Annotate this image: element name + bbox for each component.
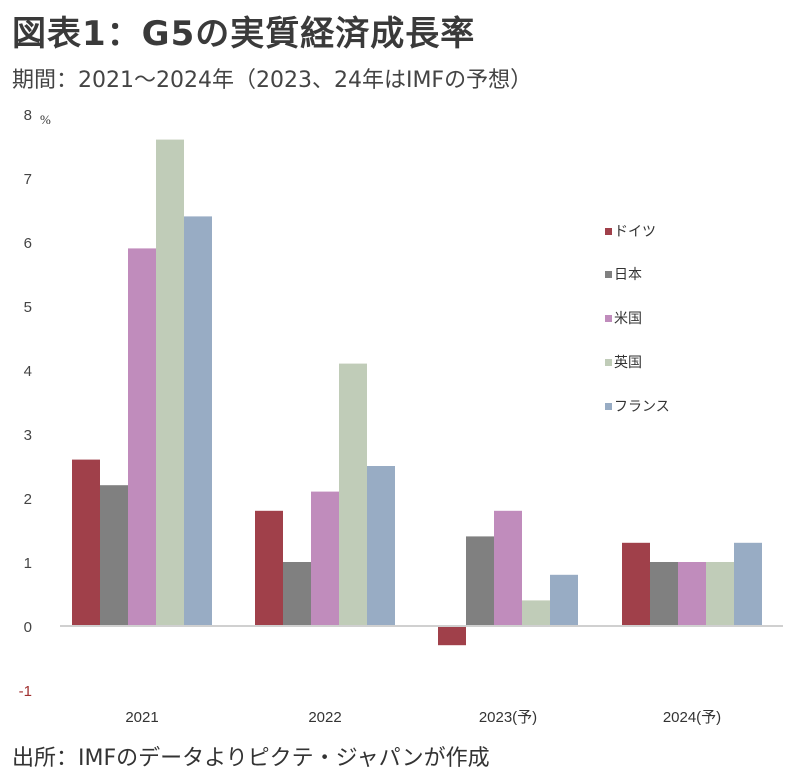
y-unit-label: % — [40, 112, 51, 127]
bar-3-3 — [706, 562, 734, 626]
y-tick-label: 1 — [24, 555, 32, 572]
bar-0-0 — [72, 459, 100, 626]
legend-swatch — [605, 359, 612, 366]
y-tick-label: 3 — [24, 427, 32, 444]
bar-1-3 — [650, 562, 678, 626]
bar-1-1 — [283, 562, 311, 626]
bar-0-2 — [438, 626, 466, 646]
y-tick-label: 8 — [24, 107, 32, 124]
bar-2-0 — [128, 248, 156, 626]
x-tick-label: 2022 — [308, 709, 341, 726]
y-tick-label: 0 — [24, 619, 32, 636]
legend-label: 日本 — [614, 267, 642, 283]
bar-3-0 — [156, 139, 184, 626]
bar-0-1 — [255, 510, 283, 626]
x-tick-label: 2021 — [125, 709, 158, 726]
bar-3-2 — [522, 600, 550, 626]
bar-2-1 — [311, 491, 339, 626]
y-axis: 8 7 6 5 4 3 2 1 0 -1% — [19, 107, 51, 700]
chart-title: 図表1：G5の実質経済成長率 — [12, 14, 476, 54]
legend-label: 英国 — [614, 354, 642, 371]
source-note: 出所：IMFのデータよりピクテ・ジャパンが作成 — [12, 746, 490, 771]
y-tick-label: 5 — [24, 299, 32, 316]
bar-2-2 — [494, 510, 522, 626]
bar-3-1 — [339, 363, 367, 626]
bar-2-3 — [678, 562, 706, 626]
y-tick-label: 7 — [24, 171, 32, 188]
y-tick-label: 4 — [24, 363, 32, 380]
legend-label: ドイツ — [614, 224, 656, 240]
bar-4-3 — [734, 542, 762, 626]
y-tick-label: 6 — [24, 235, 32, 252]
bar-4-0 — [184, 216, 212, 626]
x-tick-label: 2024(予) — [663, 709, 721, 726]
legend-swatch — [605, 228, 612, 235]
bar-1-0 — [100, 485, 128, 626]
bars — [72, 139, 762, 646]
bar-1-2 — [466, 536, 494, 626]
y-tick-label: -1 — [19, 683, 32, 700]
bar-4-2 — [550, 574, 578, 626]
chart-subtitle: 期間：2021～2024年（2023、24年はIMFの予想） — [12, 68, 533, 93]
y-tick-label: 2 — [24, 491, 32, 508]
legend-label: フランス — [614, 399, 670, 415]
legend-label: 米国 — [614, 311, 642, 327]
bar-4-1 — [367, 466, 395, 626]
legend-swatch — [605, 271, 612, 278]
legend-swatch — [605, 403, 612, 410]
x-axis: 2021 2022 2023(予) 2024(予) — [125, 709, 721, 726]
bar-0-3 — [622, 542, 650, 626]
legend-swatch — [605, 315, 612, 322]
x-tick-label: 2023(予) — [479, 709, 537, 726]
